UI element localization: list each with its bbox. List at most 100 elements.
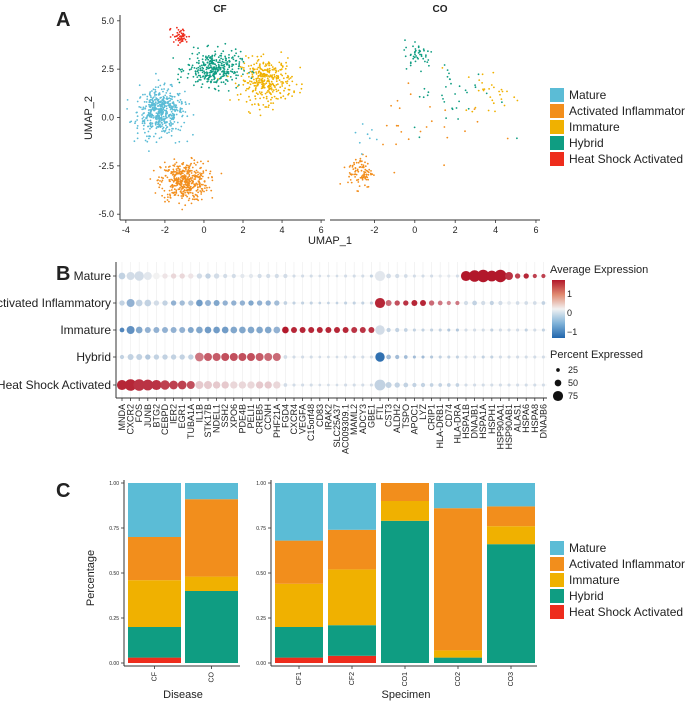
umap-point — [224, 83, 227, 85]
umap-point — [162, 177, 165, 180]
umap-point — [228, 64, 230, 67]
umap-point — [186, 172, 189, 175]
umap-point — [188, 64, 191, 67]
umap-point — [172, 41, 175, 43]
bar-segment — [381, 501, 429, 521]
panel-c-label: C — [56, 480, 70, 502]
umap-point — [215, 59, 218, 61]
umap-point — [171, 102, 174, 104]
dot-point — [169, 380, 178, 390]
umap-point — [172, 170, 175, 173]
umap-point — [261, 73, 264, 76]
umap-point — [126, 99, 129, 101]
dot-point — [231, 300, 237, 306]
umap-point — [299, 91, 301, 94]
umap-point — [179, 41, 181, 44]
umap-point — [288, 78, 290, 80]
umap-point — [161, 111, 164, 114]
umap-point — [223, 72, 226, 75]
dot-point — [179, 300, 185, 306]
umap-point — [154, 123, 157, 126]
umap-point — [188, 103, 191, 105]
legend-label: Hybrid — [569, 589, 604, 603]
umap-point — [207, 176, 210, 179]
dot-row-label: Mature — [74, 269, 112, 283]
umap-point — [275, 84, 278, 86]
umap-point — [217, 66, 220, 69]
umap-point — [217, 56, 220, 59]
umap-point — [288, 84, 291, 87]
umap-point — [269, 87, 272, 90]
bar-segment — [275, 583, 323, 627]
umap-point — [237, 67, 240, 70]
umap-point — [218, 65, 221, 67]
umap-point — [139, 96, 142, 98]
umap-point — [426, 94, 429, 97]
umap-point — [261, 77, 264, 80]
umap-point — [231, 65, 233, 68]
umap-point — [357, 178, 360, 181]
umap-point — [236, 85, 239, 88]
umap-point — [257, 83, 259, 86]
legend-swatch — [550, 557, 564, 571]
umap-point — [272, 83, 275, 86]
umap-point — [285, 65, 288, 67]
umap-point — [175, 177, 178, 180]
dot-gene-label: CEBPD — [160, 404, 170, 436]
dot-point — [386, 354, 391, 360]
dot-point — [468, 270, 481, 282]
dot-point — [153, 272, 160, 280]
umap-point — [199, 65, 201, 67]
umap-point — [356, 190, 359, 192]
dot-point — [455, 383, 460, 387]
umap-point — [175, 192, 178, 194]
umap-point — [251, 70, 254, 73]
legend-swatch — [550, 152, 564, 166]
umap-point — [260, 55, 263, 58]
umap-point — [237, 65, 240, 68]
umap-point — [195, 67, 198, 70]
umap-point — [182, 185, 184, 188]
umap-co-x-tick-label: 6 — [533, 225, 538, 235]
legend-swatch — [550, 589, 564, 603]
umap-point — [200, 64, 203, 67]
dot-point — [490, 383, 494, 387]
umap-point — [178, 188, 181, 191]
umap-point — [249, 68, 252, 70]
dot-gene-label: HSPA1A — [478, 404, 488, 439]
umap-point — [171, 98, 173, 101]
dot-point — [514, 273, 521, 279]
umap-point — [208, 63, 211, 66]
dot-point — [446, 300, 451, 306]
umap-point — [152, 117, 155, 119]
bar-y-tick-label: 0.00 — [109, 661, 119, 667]
umap-cf-x-tick-label: 6 — [319, 225, 324, 235]
dot-point — [327, 274, 330, 278]
umap-point — [148, 114, 151, 117]
umap-point — [249, 83, 252, 86]
dot-gene-label: IER2 — [169, 404, 179, 424]
umap-point — [161, 187, 164, 190]
dot-point — [230, 381, 238, 389]
umap-point — [159, 125, 162, 127]
umap-point — [257, 58, 260, 61]
umap-point — [264, 69, 266, 72]
umap-point — [230, 70, 232, 73]
dot-point — [344, 274, 348, 278]
size-legend-dot — [552, 390, 564, 402]
umap-point — [169, 165, 171, 168]
umap-point — [164, 104, 166, 107]
dot-gene-label: CRIP1 — [427, 404, 437, 431]
dot-point — [222, 300, 228, 306]
umap-point — [178, 81, 181, 84]
dot-gene-label: SLC25A37 — [332, 404, 342, 448]
umap-y-axis-title: UMAP_2 — [83, 96, 95, 140]
umap-point — [172, 173, 175, 176]
dot-point — [477, 269, 490, 283]
dot-gene-label: CD74 — [444, 404, 454, 427]
umap-point — [281, 66, 284, 68]
dot-point — [247, 381, 255, 389]
umap-point — [195, 172, 197, 174]
dot-point — [524, 328, 528, 332]
umap-point — [190, 68, 193, 70]
